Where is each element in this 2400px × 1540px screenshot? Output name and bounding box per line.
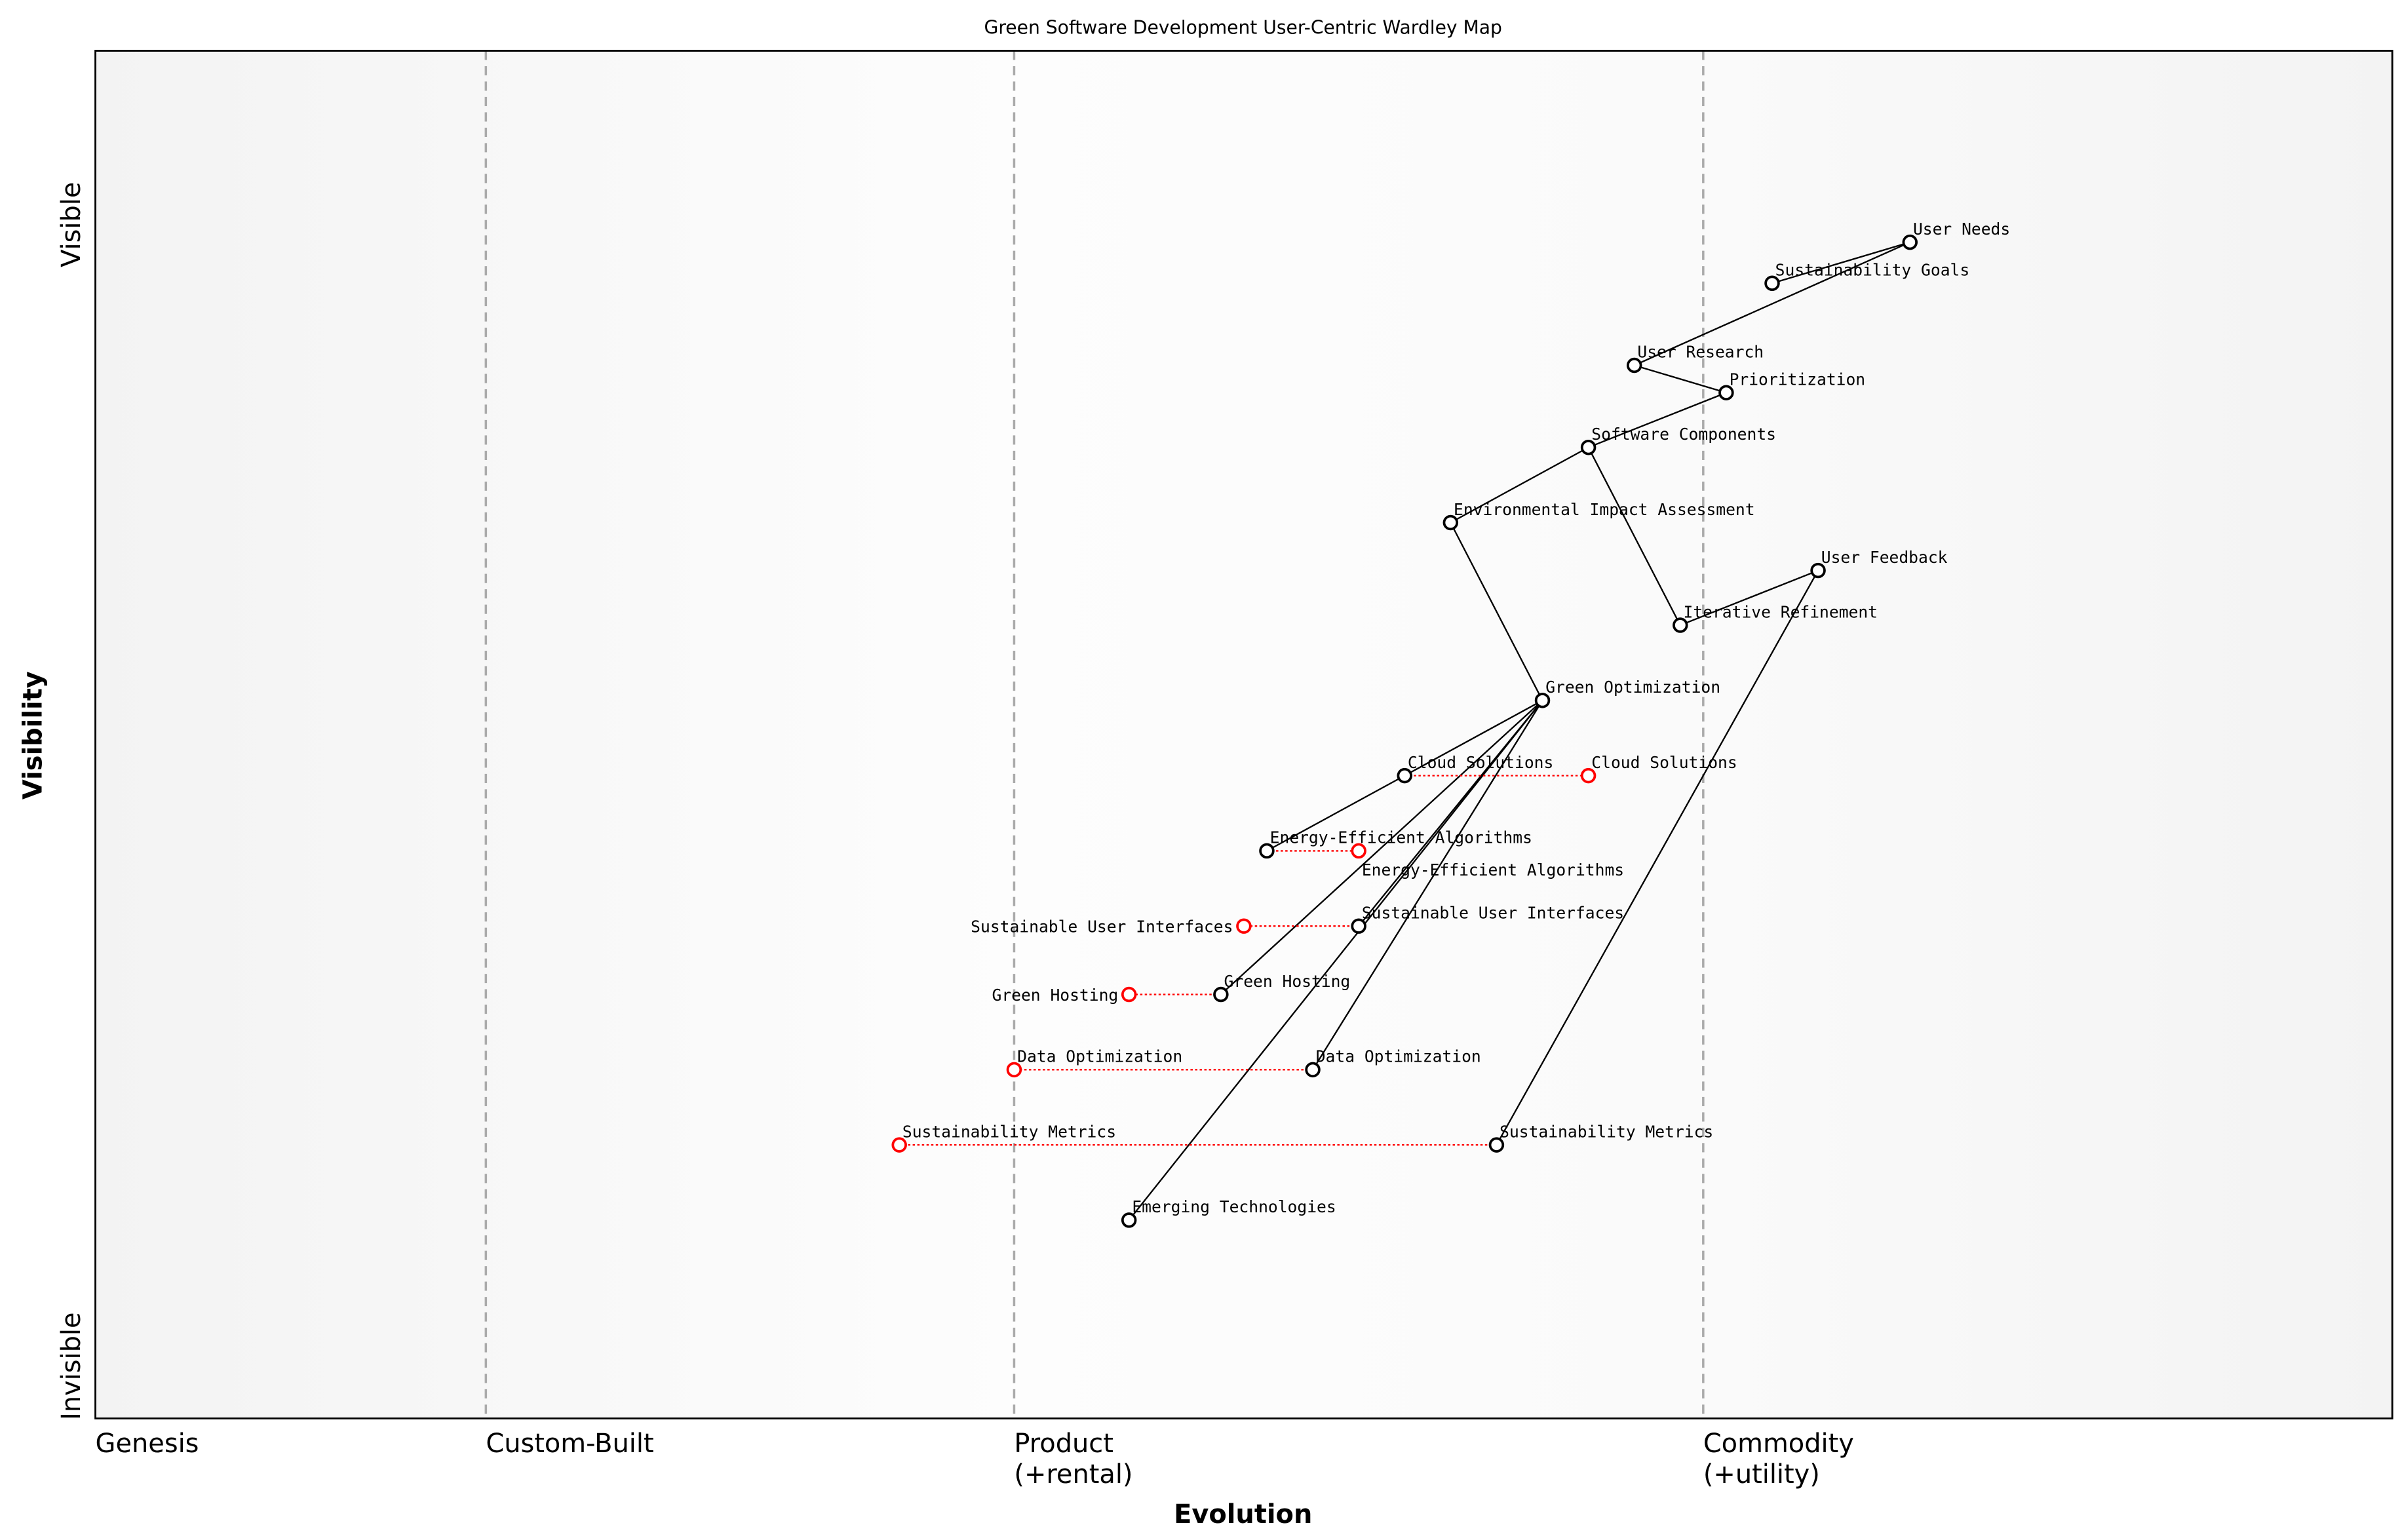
component-label-cloud-solutions: Cloud Solutions — [1408, 753, 1553, 772]
link-user-research-to-prioritization — [1634, 364, 1727, 394]
component-node-user-needs[interactable] — [1902, 234, 1918, 250]
component-label-energy-efficient-algorithms: Energy-Efficient Algorithms — [1270, 828, 1532, 847]
link-software-components-to-iterative-refinement — [1587, 447, 1681, 626]
component-node-green-hosting[interactable] — [1213, 986, 1229, 1003]
link-iterative-refinement-to-user-feedback — [1680, 569, 1819, 626]
component-label-iterative-refinement: Iterative Refinement — [1683, 602, 1878, 621]
component-node-software-components[interactable] — [1580, 439, 1597, 455]
link-user-needs-to-sustainability-goals — [1771, 241, 1910, 284]
component-label-software-components: Software Components — [1591, 425, 1776, 444]
component-node-cloud-solutions[interactable] — [1397, 767, 1412, 784]
component-label-green-optimization: Green Optimization — [1545, 678, 1720, 697]
evolved-label-data-optimization: Data Optimization — [1017, 1047, 1182, 1066]
component-node-green-optimization[interactable] — [1534, 693, 1551, 708]
component-label-sustainability-goals: Sustainability Goals — [1775, 261, 1970, 280]
component-node-energy-efficient-algorithms[interactable] — [1259, 843, 1275, 859]
chart-title: Green Software Development User-Centric … — [984, 17, 1502, 39]
component-node-prioritization[interactable] — [1718, 385, 1734, 400]
x-axis-label: Evolution — [1174, 1499, 1312, 1530]
evolved-label-cloud-solutions: Cloud Solutions — [1591, 753, 1737, 772]
component-label-user-research: User Research — [1637, 343, 1764, 362]
plot-area — [95, 50, 2393, 1419]
evolved-label-sustainable-user-interfaces: Sustainable User Interfaces — [971, 917, 1233, 936]
evolved-node-data-optimization[interactable] — [1006, 1062, 1022, 1078]
link-environmental-impact-assessment-to-green-optimization — [1450, 522, 1543, 701]
component-label-emerging-technologies: Emerging Technologies — [1132, 1197, 1336, 1216]
link-green-optimization-to-green-hosting — [1220, 699, 1543, 995]
component-label-green-hosting: Green Hosting — [1224, 972, 1351, 991]
plot-frame — [94, 50, 2393, 1419]
component-label-sustainable-user-interfaces: Sustainable User Interfaces — [1362, 903, 1624, 922]
component-label-user-needs: User Needs — [1913, 220, 2010, 239]
link-user-needs-to-user-research — [1634, 241, 1910, 366]
link-prioritization-to-software-components — [1588, 392, 1727, 448]
component-label-prioritization: Prioritization — [1730, 370, 1866, 389]
component-node-sustainability-goals[interactable] — [1764, 275, 1780, 292]
link-green-optimization-to-cloud-solutions — [1404, 699, 1543, 777]
component-node-environmental-impact-assessment[interactable] — [1442, 514, 1459, 531]
component-node-emerging-technologies[interactable] — [1121, 1212, 1137, 1228]
stage-label-commodity: Commodity (+utility) — [1703, 1429, 1854, 1490]
y-bottom-label: Invisible — [56, 1312, 87, 1420]
evolved-label-energy-efficient-algorithms: Energy-Efficient Algorithms — [1362, 860, 1624, 879]
link-cloud-solutions-to-energy-efficient-algorithms — [1266, 775, 1405, 852]
component-node-data-optimization[interactable] — [1305, 1062, 1321, 1078]
component-node-iterative-refinement[interactable] — [1673, 617, 1688, 633]
evolved-node-sustainable-user-interfaces[interactable] — [1236, 918, 1252, 934]
evolved-node-green-hosting[interactable] — [1121, 986, 1137, 1003]
component-node-sustainable-user-interfaces[interactable] — [1351, 918, 1366, 934]
component-node-user-research[interactable] — [1626, 357, 1642, 374]
link-user-feedback-to-sustainability-metrics — [1496, 569, 1819, 1145]
stage-label-genesis: Genesis — [96, 1429, 199, 1459]
stage-label-custom-built: Custom-Built — [486, 1429, 653, 1459]
y-axis-label: Visibility — [18, 671, 48, 799]
evolved-node-energy-efficient-algorithms[interactable] — [1351, 843, 1366, 859]
link-software-components-to-environmental-impact-assessment — [1450, 446, 1589, 524]
component-label-data-optimization: Data Optimization — [1316, 1047, 1481, 1066]
y-top-label: Visible — [56, 182, 87, 267]
evolved-node-cloud-solutions[interactable] — [1580, 767, 1597, 784]
evolved-node-sustainability-metrics[interactable] — [891, 1137, 907, 1153]
link-green-optimization-to-data-optimization — [1312, 700, 1543, 1070]
evolved-label-sustainability-metrics: Sustainability Metrics — [902, 1122, 1116, 1141]
component-label-sustainability-metrics: Sustainability Metrics — [1500, 1122, 1713, 1141]
stage-label-product: Product (+rental) — [1014, 1429, 1132, 1490]
link-green-optimization-to-emerging-technologies — [1128, 700, 1543, 1221]
component-node-sustainability-metrics[interactable] — [1488, 1137, 1505, 1153]
evolved-label-green-hosting: Green Hosting — [992, 986, 1119, 1005]
component-label-user-feedback: User Feedback — [1821, 548, 1948, 567]
component-node-user-feedback[interactable] — [1810, 562, 1826, 579]
component-label-environmental-impact-assessment: Environmental Impact Assessment — [1454, 500, 1755, 519]
